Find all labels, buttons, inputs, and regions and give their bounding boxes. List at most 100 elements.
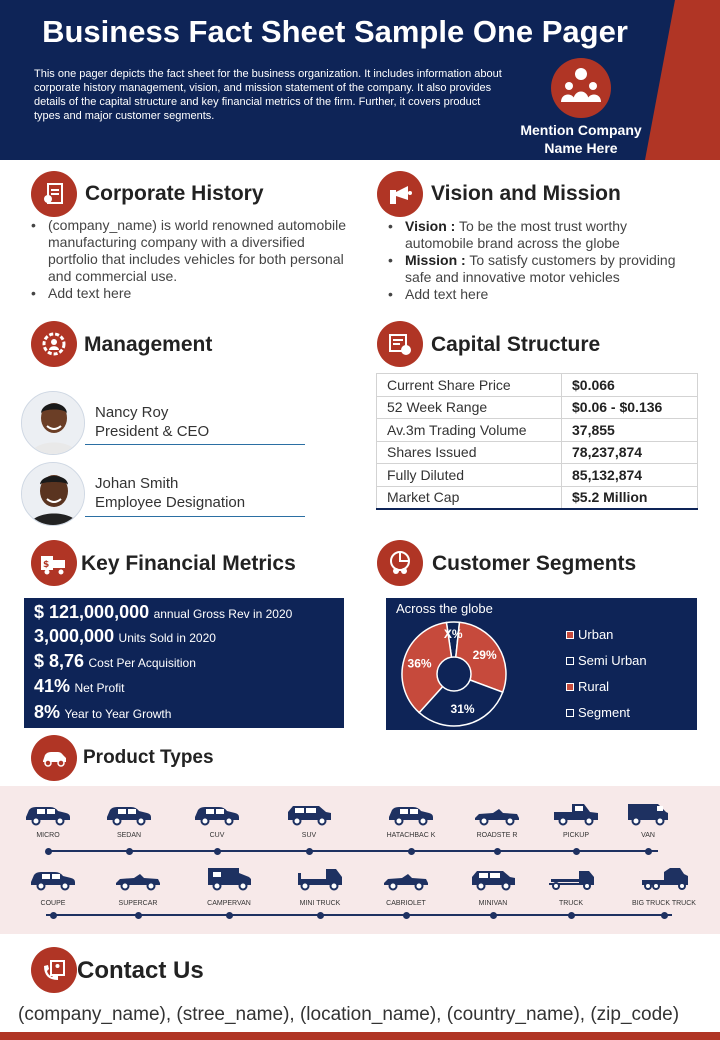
person-name: Johan Smith xyxy=(95,475,179,492)
timeline-dot xyxy=(317,912,324,919)
table-row: Fully Diluted 85,132,874 xyxy=(376,463,698,487)
vision-mission-title: Vision and Mission xyxy=(431,182,621,205)
contact-title: Contact Us xyxy=(77,957,204,984)
table-row: Current Share Price $0.066 xyxy=(376,373,698,397)
timeline-dot xyxy=(408,848,415,855)
vehicle-roadster-icon xyxy=(114,866,162,896)
corporate-history-icon xyxy=(31,171,77,217)
vehicle-truck-icon xyxy=(547,866,595,896)
timeline-dot xyxy=(661,912,668,919)
metric-value: 8% xyxy=(34,702,61,722)
customer-segments-title: Customer Segments xyxy=(432,552,637,575)
page-title: Business Fact Sheet Sample One Pager xyxy=(42,14,628,49)
cell-value: 78,237,874 xyxy=(561,440,698,464)
cell-value: 37,855 xyxy=(561,418,698,442)
cell-value: 85,132,874 xyxy=(561,463,698,487)
vision-mission-icon xyxy=(377,171,423,217)
timeline-dot xyxy=(214,848,221,855)
cell-value: $0.06 - $0.136 xyxy=(561,395,698,419)
list-item: Add text here xyxy=(385,286,695,303)
product-label: CUV xyxy=(209,832,225,839)
product-label: HATACHBAC K xyxy=(386,832,436,839)
chart-subtitle: Across the globe xyxy=(396,601,493,616)
financial-metrics-panel: $ 121,000,000 annual Gross Rev in 2020 3… xyxy=(24,598,344,728)
legend-item-urban: Urban xyxy=(566,627,613,642)
table-row: Av.3m Trading Volume 37,855 xyxy=(376,418,698,442)
timeline-dot xyxy=(50,912,57,919)
pie-data-label: 29% xyxy=(473,648,497,662)
legend-item-semi-urban: Semi Urban xyxy=(566,653,647,668)
corporate-history-list: (company_name) is world renowned automob… xyxy=(28,217,348,302)
vehicle-suv-icon xyxy=(285,801,333,831)
list-item: Vision : To be the most trust worthy aut… xyxy=(385,218,695,252)
customer-segments-pie-chart: X% 29% 31% 36% xyxy=(401,621,507,727)
metric-label: Year to Year Growth xyxy=(64,707,172,721)
metric-row: $ 8,76 Cost Per Acquisition xyxy=(34,651,196,672)
product-types-icon xyxy=(31,735,77,781)
pie-data-label: X% xyxy=(444,627,463,641)
mission-text: To satisfy customers by providing safe a… xyxy=(405,252,676,285)
company-name-label: Mention Company Name Here xyxy=(510,121,652,157)
list-item: (company_name) is world renowned automob… xyxy=(28,217,348,285)
person-name: Nancy Roy xyxy=(95,404,169,421)
table-row: Shares Issued 78,237,874 xyxy=(376,440,698,464)
vehicle-car-icon xyxy=(105,801,153,831)
product-types-title: Product Types xyxy=(83,747,214,768)
product-label: ROADSTE R xyxy=(476,832,518,839)
avatar xyxy=(21,391,85,455)
cell-label: Current Share Price xyxy=(376,373,562,397)
cell-label: Fully Diluted xyxy=(376,463,562,487)
metric-row: 41% Net Profit xyxy=(34,676,125,697)
financial-metrics-icon: $ xyxy=(31,540,77,586)
timeline-dot xyxy=(126,848,133,855)
vehicle-suv-icon xyxy=(469,866,517,896)
metric-value: $ 8,76 xyxy=(34,651,85,671)
product-label: BIG TRUCK TRUCK xyxy=(632,900,696,907)
management-title: Management xyxy=(84,333,213,356)
vehicle-car-icon xyxy=(24,801,72,831)
pie-slice xyxy=(401,621,455,714)
corporate-history-title: Corporate History xyxy=(85,182,264,205)
legend-item-segment: Segment xyxy=(566,705,630,720)
timeline-dot xyxy=(226,912,233,919)
timeline-dot xyxy=(403,912,410,919)
customer-segments-icon xyxy=(377,540,423,586)
legend-swatch xyxy=(566,630,574,639)
vehicle-camper-icon xyxy=(205,866,253,896)
product-label: CAMPERVAN xyxy=(207,900,251,907)
capital-structure-table: Current Share Price $0.066 52 Week Range $0… xyxy=(376,373,698,509)
product-label: COUPE xyxy=(40,900,66,907)
vehicle-car-icon xyxy=(29,866,77,896)
metric-value: $ 121,000,000 xyxy=(34,602,150,622)
cell-label: Market Cap xyxy=(376,485,562,509)
timeline-dot xyxy=(45,848,52,855)
metric-row: $ 121,000,000 annual Gross Rev in 2020 xyxy=(34,602,292,623)
cell-value: $5.2 Million xyxy=(561,485,698,509)
legend-swatch xyxy=(566,682,574,691)
vehicle-pickup-icon xyxy=(552,801,600,831)
legend-label: Urban xyxy=(578,627,614,642)
product-label: MICRO xyxy=(36,832,60,839)
product-label: SUPERCAR xyxy=(118,900,158,907)
cell-label: 52 Week Range xyxy=(376,395,562,419)
table-row: 52 Week Range $0.06 - $0.136 xyxy=(376,395,698,419)
svg-text:$: $ xyxy=(43,560,49,570)
timeline-dot xyxy=(645,848,652,855)
product-label: PICKUP xyxy=(562,832,590,839)
legend-item-rural: Rural xyxy=(566,679,609,694)
timeline-dot xyxy=(573,848,580,855)
financial-metrics-title: Key Financial Metrics xyxy=(81,552,296,575)
vehicle-roadster-icon xyxy=(382,866,430,896)
table-bottom-border xyxy=(376,508,698,510)
legend-label: Semi Urban xyxy=(578,653,647,668)
cell-label: Av.3m Trading Volume xyxy=(376,418,562,442)
list-item: Add text here xyxy=(28,285,348,302)
legend-label: Segment xyxy=(578,705,631,720)
customer-segments-panel: Across the globe X% 29% 31% 36% Urban Semi … xyxy=(386,598,697,730)
list-item: Mission : To satisfy customers by provid… xyxy=(385,252,695,286)
vehicle-minitruck-icon xyxy=(296,866,344,896)
legend-label: Rural xyxy=(578,679,610,694)
vision-text: To be the most trust worthy automobile b… xyxy=(405,218,628,251)
capital-structure-icon xyxy=(377,321,423,367)
product-label: TRUCK xyxy=(558,900,584,907)
